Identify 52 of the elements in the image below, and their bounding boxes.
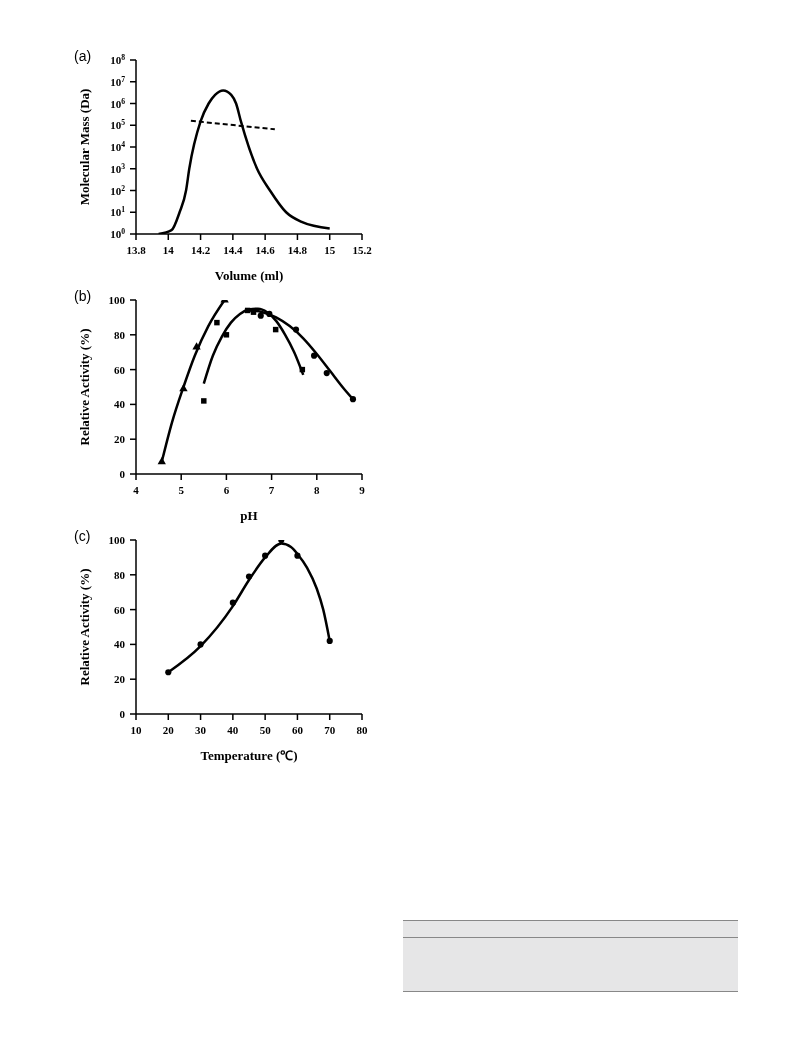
y-tick-label: 10$^{5}$ bbox=[110, 117, 126, 132]
y-tick-label: 10$^{6}$ bbox=[110, 96, 126, 110]
x-tick-label: 14.2 bbox=[190, 244, 211, 256]
y-tick-label: 10$^{7}$ bbox=[110, 74, 126, 88]
x-tick-label: 70 bbox=[324, 724, 336, 736]
x-tick-label: 13.8 bbox=[126, 244, 147, 256]
x-tick-label: 5 bbox=[178, 484, 185, 496]
y-tick-label: 80 bbox=[114, 328, 126, 341]
x-axis-title: Temperature (℃) bbox=[200, 748, 298, 763]
x-tick-label: 4 bbox=[133, 484, 140, 496]
y-tick-label: 40 bbox=[114, 398, 126, 411]
y-axis-title: Relative Activity (%) bbox=[76, 568, 92, 686]
x-tick-label: 7 bbox=[268, 484, 275, 496]
y-tick-label: 10$^{8}$ bbox=[110, 52, 126, 66]
x-tick-label: 60 bbox=[291, 724, 304, 736]
x-tick-label: 50 bbox=[259, 724, 272, 736]
y-tick-label: 0 bbox=[119, 708, 126, 720]
x-tick-label: 15.2 bbox=[352, 244, 373, 256]
y-tick-label: 40 bbox=[114, 638, 126, 651]
x-axis-title: Volume (ml) bbox=[214, 268, 284, 283]
chart-title: (b) bbox=[74, 288, 92, 304]
x-tick-label: 14.6 bbox=[255, 244, 276, 256]
x-tick-label: 9 bbox=[359, 484, 366, 496]
x-tick-label: 80 bbox=[356, 724, 368, 736]
x-tick-label: 14 bbox=[162, 244, 175, 256]
y-tick-label: 10$^{3}$ bbox=[110, 161, 126, 175]
x-tick-label: 14.8 bbox=[287, 244, 308, 256]
x-axis-title: pH bbox=[240, 508, 258, 523]
y-tick-label: 100 bbox=[108, 294, 126, 306]
y-tick-label: 60 bbox=[114, 363, 126, 376]
y-tick-label: 10$^{1}$ bbox=[110, 204, 126, 219]
x-tick-label: 30 bbox=[195, 724, 207, 736]
x-tick-label: 14.4 bbox=[223, 244, 243, 256]
y-tick-label: 10$^{2}$ bbox=[110, 183, 126, 197]
chart-title: (a) bbox=[74, 48, 92, 64]
x-tick-label: 10 bbox=[130, 724, 142, 736]
x-tick-label: 20 bbox=[162, 724, 175, 736]
x-tick-label: 6 bbox=[223, 484, 230, 496]
y-tick-label: 20 bbox=[114, 673, 126, 686]
y-tick-label: 60 bbox=[114, 603, 126, 616]
y-tick-label: 10$^{4}$ bbox=[110, 139, 126, 153]
x-tick-label: 15 bbox=[324, 244, 336, 256]
y-axis-title: Relative Activity (%) bbox=[76, 328, 92, 446]
y-axis-title: Molecular Mass (Da) bbox=[76, 88, 92, 206]
y-tick-label: 100 bbox=[108, 534, 126, 546]
y-tick-label: 80 bbox=[114, 568, 126, 581]
y-tick-label: 10$^{0}$ bbox=[110, 226, 126, 240]
y-tick-label: 0 bbox=[119, 468, 126, 480]
x-tick-label: 8 bbox=[314, 484, 321, 496]
x-tick-label: 40 bbox=[227, 724, 239, 736]
y-tick-label: 20 bbox=[114, 433, 126, 446]
chart-title: (c) bbox=[74, 528, 91, 544]
